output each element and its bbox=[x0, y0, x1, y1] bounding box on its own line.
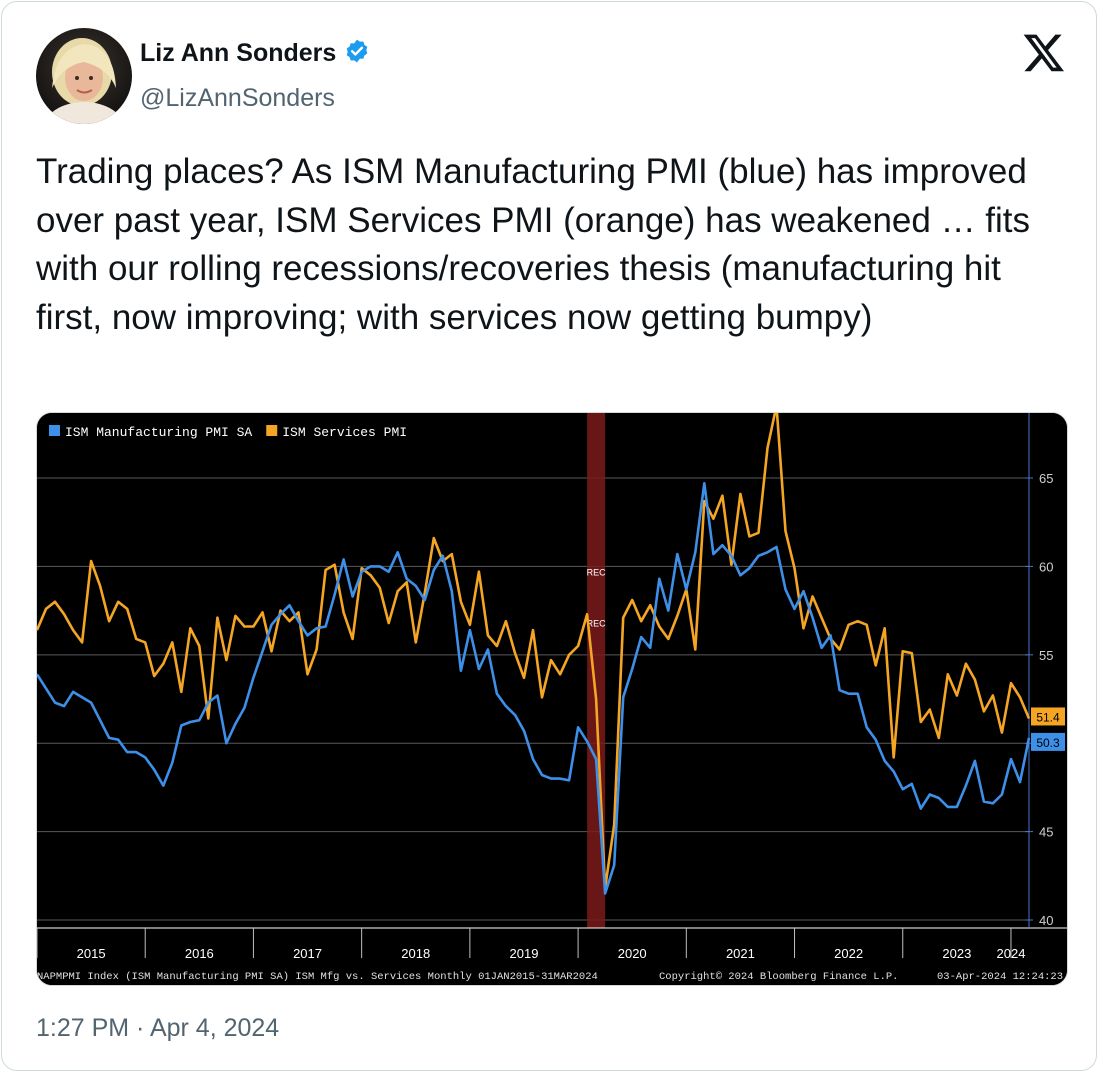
legend-swatch bbox=[266, 425, 278, 436]
tweet-text: Trading places? As ISM Manufacturing PMI… bbox=[36, 152, 1040, 337]
recession-label: REC bbox=[587, 619, 607, 629]
recession-label: REC bbox=[587, 567, 607, 577]
author-handle[interactable]: @LizAnnSonders bbox=[140, 84, 335, 112]
chart-image[interactable]: REC REC 2015 2016 2017 2018 2019 2020 2021 2022 2… bbox=[36, 412, 1068, 986]
x-tick-label: 2022 bbox=[834, 946, 863, 961]
chart-footer: NAPMPMI Index (ISM Manufacturing PMI SA)… bbox=[37, 971, 1063, 983]
last-value-tag bbox=[1031, 732, 1065, 751]
last-value-label: 50.3 bbox=[1036, 736, 1060, 750]
y-tick-label: 65 bbox=[1039, 471, 1053, 486]
chart-footer-date: 03-Apr-2024 12:24:23 bbox=[937, 971, 1063, 983]
x-tick-label: 2016 bbox=[185, 946, 214, 961]
last-value-label: 51.4 bbox=[1036, 710, 1060, 724]
x-tick-label: 2021 bbox=[726, 946, 755, 961]
x-tick-label: 2024 bbox=[997, 946, 1026, 961]
legend-label: ISM Services PMI bbox=[282, 425, 407, 440]
chart-footer-copyright: Copyright© 2024 Bloomberg Finance L.P. bbox=[659, 971, 898, 983]
series-line-manufacturing bbox=[37, 482, 1031, 895]
x-tick-label: 2023 bbox=[942, 946, 971, 961]
legend-swatch bbox=[49, 425, 60, 436]
avatar[interactable] bbox=[36, 28, 132, 124]
x-tick-label: 2018 bbox=[401, 946, 430, 961]
x-tick-label: 2015 bbox=[77, 946, 106, 961]
chart-series: 50.3 51.4 bbox=[37, 413, 1065, 895]
legend-label: ISM Manufacturing PMI SA bbox=[65, 425, 252, 440]
y-tick-label: 45 bbox=[1039, 825, 1053, 840]
chart-x-axis: 2015 2016 2017 2018 2019 2020 2021 2022 2023 2024 bbox=[37, 927, 1067, 961]
x-tick-label: 2020 bbox=[618, 946, 647, 961]
x-tick-label: 2017 bbox=[293, 946, 322, 961]
y-tick-label: 40 bbox=[1039, 913, 1053, 928]
verified-badge-icon bbox=[344, 38, 370, 69]
y-tick-label: 60 bbox=[1039, 559, 1053, 574]
y-tick-label: 55 bbox=[1039, 648, 1053, 663]
chart-footer-source: NAPMPMI Index (ISM Manufacturing PMI SA)… bbox=[37, 971, 598, 983]
author-name-row[interactable]: Liz Ann Sonders bbox=[140, 38, 370, 69]
chart-legend: ISM Manufacturing PMI SA ISM Services PMI bbox=[49, 425, 407, 440]
x-logo-icon[interactable] bbox=[1022, 30, 1066, 74]
timestamp[interactable]: 1:27 PM · Apr 4, 2024 bbox=[36, 1014, 280, 1042]
last-value-tag bbox=[1031, 707, 1065, 726]
series-line-services bbox=[37, 413, 1031, 890]
author-name[interactable]: Liz Ann Sonders bbox=[140, 39, 337, 67]
x-tick-label: 2019 bbox=[510, 946, 539, 961]
